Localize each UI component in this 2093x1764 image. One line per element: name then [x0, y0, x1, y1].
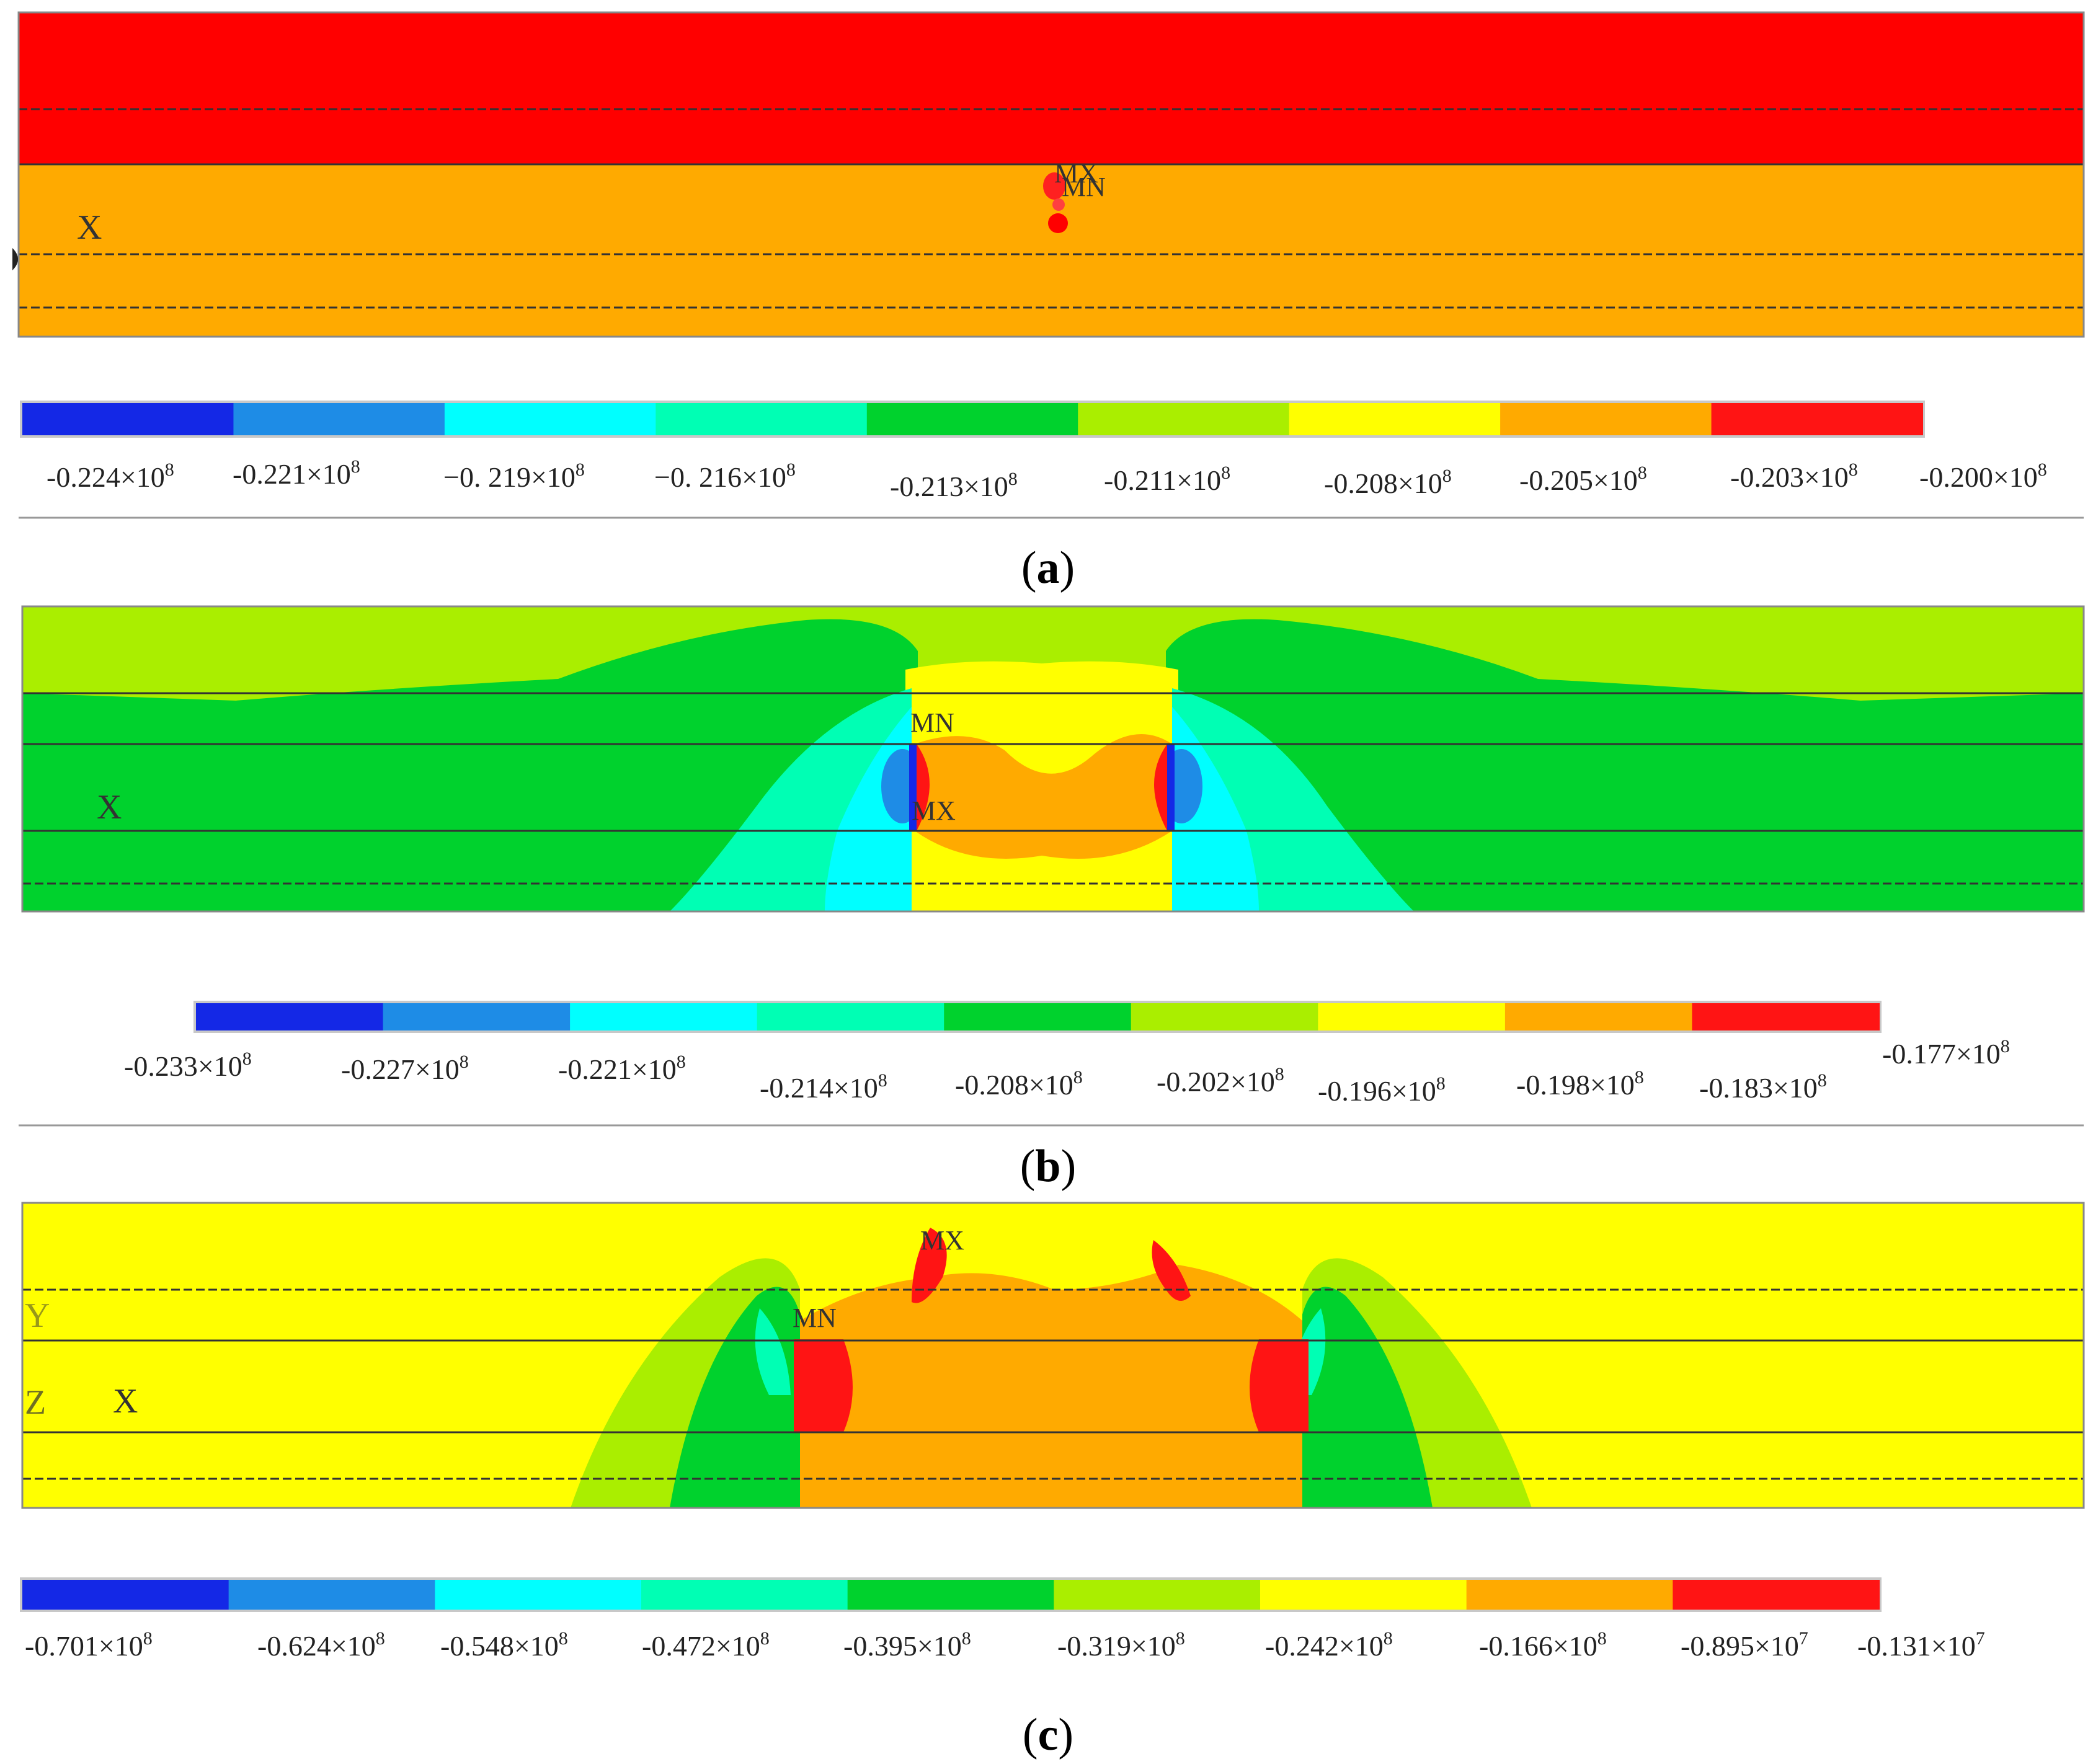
panel-a-min-marker: MN	[1062, 172, 1106, 202]
legend-swatch	[1131, 1003, 1319, 1030]
legend-swatch	[1260, 1580, 1467, 1610]
legend-swatch	[570, 1003, 758, 1030]
panel-a-legend: -0.224×108 -0.221×108 −0. 219×108 −0. 216×1…	[20, 401, 2047, 502]
panel-c-legend-labels: -0.701×108 -0.624×108 -0.548×108 -0.472×108…	[25, 1628, 1985, 1662]
panel-a: MX MN X -0.224×108 -0.221×108 −0. 219×108 −…	[12, 11, 2085, 593]
legend-value-label: -0.208×108	[1324, 466, 1452, 499]
legend-swatch	[944, 1003, 1132, 1030]
legend-swatch	[655, 403, 868, 435]
legend-swatch	[866, 403, 1079, 435]
legend-value-label: -0.208×108	[955, 1067, 1083, 1101]
panel-b-max-marker: MX	[912, 796, 956, 826]
panel-b-min-marker: MN	[910, 707, 954, 738]
legend-value-label: -0.183×108	[1699, 1070, 1827, 1104]
legend-swatch	[1318, 1003, 1506, 1030]
panel-c-min-marker: MN	[793, 1303, 837, 1333]
legend-swatch	[641, 1580, 848, 1610]
panel-c: MX MN X Y Z -0.701×108 -0.624×108 -0.548×1…	[20, 1202, 2085, 1760]
legend-value-label: -0.701×108	[25, 1628, 153, 1662]
legend-swatch	[444, 403, 657, 435]
panel-c-max-marker: MX	[920, 1225, 964, 1256]
legend-swatch	[1673, 1580, 1880, 1610]
panel-b-caption: (b)	[1020, 1141, 1076, 1192]
legend-value-label: -0.221×108	[233, 456, 360, 490]
legend-value-label: -0.198×108	[1516, 1067, 1644, 1101]
panel-b-legend-labels: -0.233×108 -0.227×108 -0.221×108 -0.214×108…	[124, 1036, 2010, 1107]
legend-swatch	[435, 1580, 642, 1610]
legend-swatch	[1711, 403, 1923, 435]
legend-value-label: -0.196×108	[1318, 1073, 1446, 1107]
legend-swatch	[1289, 403, 1501, 435]
panel-a-contour	[12, 11, 2085, 338]
legend-value-label: -0.548×108	[440, 1628, 568, 1662]
legend-swatch	[22, 403, 234, 435]
legend-swatch	[1500, 403, 1712, 435]
panel-b-x-axis-label: X	[97, 788, 122, 827]
legend-value-label: -0.205×108	[1519, 463, 1647, 496]
legend-swatch	[847, 1580, 1055, 1610]
legend-value-label: -0.227×108	[341, 1052, 469, 1085]
legend-value-label: -0.472×108	[642, 1628, 770, 1662]
panel-c-legend: -0.701×108 -0.624×108 -0.548×108 -0.472×108…	[20, 1577, 1985, 1662]
panel-c-z-axis-label: Z	[25, 1383, 46, 1422]
legend-value-label: -0.624×108	[257, 1628, 385, 1662]
legend-swatch	[1054, 1580, 1261, 1610]
panel-b-contour	[21, 605, 2085, 913]
legend-swatch	[1466, 1580, 1674, 1610]
panel-a-legend-labels: -0.224×108 -0.221×108 −0. 219×108 −0. 216×1…	[47, 456, 2047, 502]
legend-value-label: -0.177×108	[1882, 1036, 2010, 1070]
panel-a-max-marker: MX	[1054, 158, 1098, 188]
panel-a-caption: (a)	[1021, 543, 1075, 593]
legend-swatch	[1504, 1003, 1693, 1030]
legend-value-label: -0.200×108	[1919, 459, 2047, 493]
panel-b-legend: -0.233×108 -0.227×108 -0.221×108 -0.214×108…	[124, 1001, 2010, 1107]
legend-swatch	[1078, 403, 1290, 435]
legend-swatch	[22, 1580, 229, 1610]
panel-c-caption: (c)	[1023, 1709, 1073, 1760]
legend-value-label: -0.131×107	[1857, 1628, 1985, 1662]
legend-value-label: -0.211×108	[1104, 463, 1230, 496]
legend-value-label: -0.242×108	[1265, 1628, 1393, 1662]
legend-value-label: -0.233×108	[124, 1048, 252, 1082]
legend-value-label: -0.895×107	[1681, 1628, 1808, 1662]
legend-value-label: -0.203×108	[1730, 459, 1858, 493]
legend-value-label: −0. 216×108	[654, 459, 796, 493]
panel-a-x-axis-label: X	[77, 208, 102, 247]
legend-swatch	[383, 1003, 571, 1030]
panel-c-legend-swatches	[20, 1577, 1882, 1612]
legend-value-label: -0.224×108	[47, 459, 174, 493]
panel-c-y-axis-label: Y	[25, 1296, 50, 1335]
legend-swatch	[233, 403, 445, 435]
legend-value-label: -0.202×108	[1157, 1064, 1284, 1097]
panel-c-x-axis-label: X	[113, 1382, 138, 1421]
legend-value-label: -0.395×108	[843, 1628, 971, 1662]
legend-value-label: -0.221×108	[558, 1052, 686, 1085]
panel-b: MN MX X -0.233×108 -0.227×108 -0.221×108-0…	[19, 605, 2085, 1192]
legend-swatch	[757, 1003, 945, 1030]
legend-value-label: −0. 219×108	[443, 459, 585, 493]
legend-value-label: -0.213×108	[890, 469, 1018, 502]
legend-swatch	[196, 1003, 384, 1030]
legend-swatch	[228, 1580, 436, 1610]
panel-c-contour	[21, 1202, 2085, 1509]
legend-value-label: -0.319×108	[1057, 1628, 1185, 1662]
legend-value-label: -0.214×108	[760, 1070, 887, 1104]
panel-a-legend-swatches	[20, 401, 1925, 438]
legend-value-label: -0.166×108	[1479, 1628, 1607, 1662]
panel-b-legend-swatches	[193, 1001, 1882, 1033]
legend-swatch	[1692, 1003, 1880, 1030]
